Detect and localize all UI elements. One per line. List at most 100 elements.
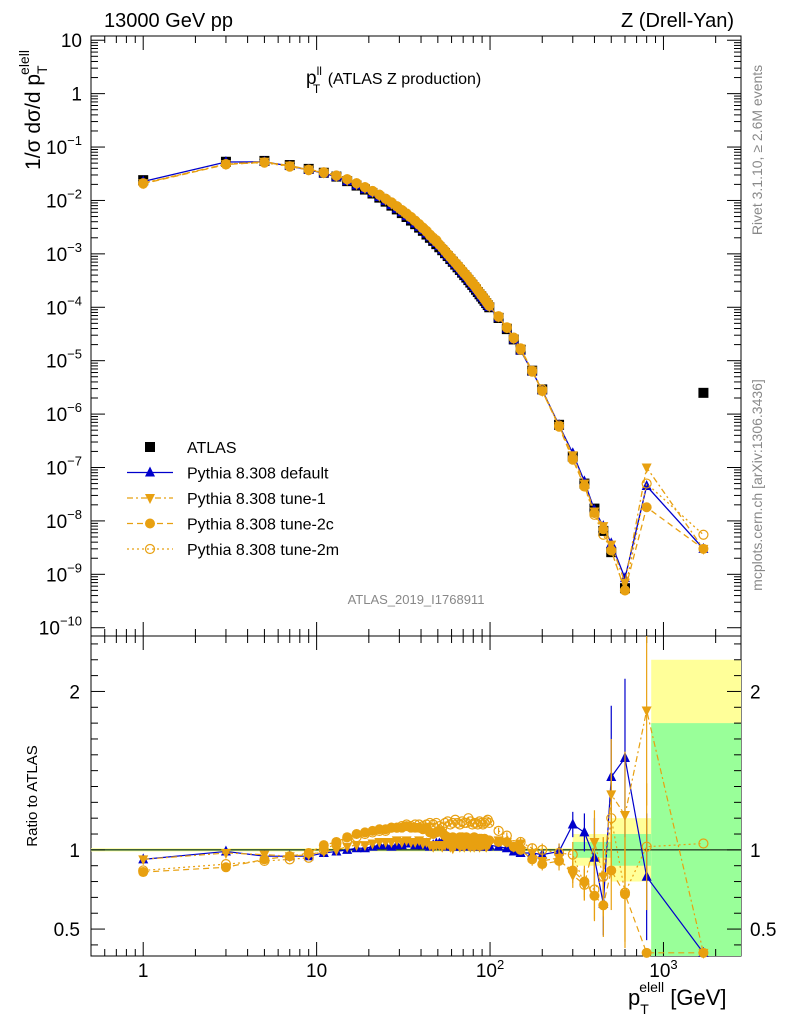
y-label-sub: T bbox=[34, 65, 50, 74]
data-point bbox=[437, 242, 448, 253]
ratio-plot-frame bbox=[90, 635, 742, 957]
ratio-point bbox=[318, 847, 329, 858]
data-point bbox=[553, 420, 565, 431]
mcplots-label: mcplots.cern.ch [arXiv:1306.3436] bbox=[749, 379, 765, 591]
y-tick-label-main: 10−7 bbox=[46, 454, 82, 480]
data-point bbox=[598, 529, 609, 540]
ratio-point bbox=[331, 838, 342, 849]
ratio-point bbox=[303, 852, 314, 863]
data-point bbox=[493, 311, 504, 322]
ratio-point bbox=[698, 838, 709, 849]
data-point bbox=[342, 174, 353, 185]
data-point bbox=[619, 578, 630, 589]
data-point bbox=[331, 170, 342, 181]
data-point bbox=[567, 452, 578, 464]
data-point bbox=[434, 239, 445, 250]
ratio-point bbox=[456, 816, 468, 827]
ratio-point bbox=[391, 822, 402, 833]
axis-ticks bbox=[90, 36, 741, 956]
ratio-point bbox=[374, 837, 385, 848]
data-point bbox=[284, 161, 295, 172]
ratio-point bbox=[553, 847, 565, 859]
ratio-point bbox=[641, 947, 652, 958]
x-label-suffix: [GeV] bbox=[664, 985, 726, 1010]
data-point bbox=[476, 289, 487, 301]
y-tick-label-ratio-right: 2 bbox=[750, 682, 761, 703]
ratio-series bbox=[138, 636, 709, 959]
legend-marker-3 bbox=[145, 518, 155, 529]
plot-title-rest: (ATLAS Z production) bbox=[323, 71, 481, 88]
ratio-point bbox=[527, 854, 538, 865]
ratio-point bbox=[474, 816, 485, 827]
data-point bbox=[351, 178, 362, 189]
x-label-sub: T bbox=[640, 1001, 649, 1017]
ratio-point bbox=[567, 818, 578, 829]
ratio-point bbox=[220, 859, 232, 870]
y-tick-label-ratio-right: 0.5 bbox=[750, 920, 776, 941]
data-point bbox=[537, 384, 548, 395]
x-label-sup: elell bbox=[639, 979, 664, 995]
x-label-prefix: p bbox=[628, 985, 640, 1010]
ratio-point bbox=[484, 817, 495, 829]
y-label-prefix: 1/σ dσ/d p bbox=[22, 74, 45, 170]
data-point bbox=[303, 165, 314, 176]
ratio-point bbox=[284, 851, 295, 862]
ratio-point bbox=[359, 841, 370, 852]
data-point bbox=[579, 481, 590, 492]
ratio-point bbox=[138, 865, 149, 876]
plot-title-main: p bbox=[306, 68, 317, 89]
ratio-point bbox=[537, 859, 548, 870]
y-tick-label-ratio: 1 bbox=[69, 841, 80, 862]
ratio-point bbox=[527, 843, 538, 854]
y-axis-label-main: 1/σ dσ/d pTelell bbox=[16, 50, 50, 170]
ratio-point bbox=[479, 817, 490, 829]
ratio-point bbox=[454, 819, 465, 830]
data-point bbox=[259, 157, 270, 168]
ratio-point bbox=[386, 822, 397, 833]
ratio-point bbox=[380, 825, 391, 836]
ratio-point bbox=[342, 835, 353, 846]
series-ratio-0 bbox=[138, 678, 709, 957]
rivet-label: Rivet 3.1.10, ≥ 2.6M events bbox=[749, 65, 765, 235]
y-tick-label-main: 10−8 bbox=[46, 507, 82, 533]
data-point bbox=[439, 245, 451, 256]
legend-marker-0 bbox=[145, 442, 155, 452]
series-ratio-3 bbox=[138, 770, 709, 949]
ratio-point bbox=[515, 836, 526, 848]
data-point bbox=[641, 502, 652, 513]
ratio-point bbox=[493, 825, 504, 836]
ratio-point bbox=[589, 837, 600, 848]
ratio-point bbox=[641, 706, 652, 717]
data-point bbox=[470, 281, 482, 293]
y-tick-label-main: 10 bbox=[61, 31, 82, 52]
y-tick-label-main: 1 bbox=[71, 85, 82, 106]
ratio-point bbox=[374, 825, 385, 836]
legend-label-3: Pythia 8.308 tune-2c bbox=[187, 517, 334, 534]
ratio-point bbox=[331, 845, 342, 856]
data-point bbox=[220, 159, 231, 170]
ratio-point bbox=[405, 820, 417, 832]
y-axis-label-ratio: Ratio to ATLAS bbox=[24, 745, 41, 846]
data-point bbox=[619, 585, 631, 596]
y-tick-label-ratio: 2 bbox=[69, 682, 80, 703]
data-point bbox=[698, 387, 709, 398]
plot-title-sub: T bbox=[313, 82, 321, 96]
ratio-point bbox=[220, 849, 231, 860]
data-point bbox=[515, 343, 526, 354]
ratio-point bbox=[606, 865, 617, 876]
ratio-point bbox=[318, 844, 329, 855]
data-point bbox=[606, 545, 617, 556]
data-point bbox=[259, 157, 270, 168]
series-ratio-1 bbox=[138, 636, 709, 959]
y-tick-label-main: 10−3 bbox=[46, 240, 82, 266]
data-point bbox=[417, 222, 428, 233]
ratio-point bbox=[284, 854, 295, 865]
tick-labels: 1 10 102 103 10 1 10−1 10−2 10−3 10−4 10−5 10−6 10−7… bbox=[39, 31, 777, 982]
data-point bbox=[414, 219, 425, 230]
ratio-point bbox=[567, 865, 578, 876]
data-point bbox=[598, 524, 609, 535]
data-point bbox=[386, 197, 397, 208]
data-point bbox=[442, 248, 453, 259]
y-tick-label-main: 10−6 bbox=[46, 400, 82, 426]
